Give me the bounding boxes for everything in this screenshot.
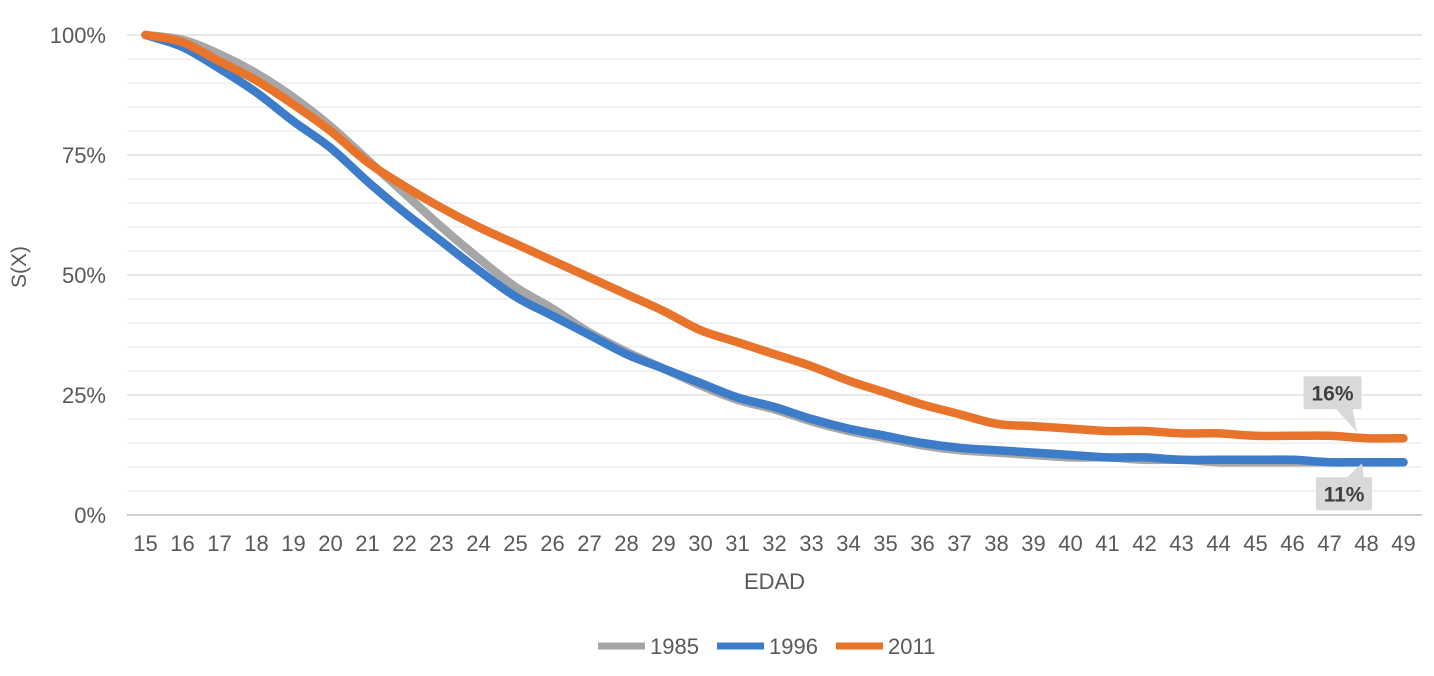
y-tick-label: 75% [62, 143, 106, 168]
x-tick-label: 43 [1169, 531, 1193, 556]
x-tick-label: 42 [1132, 531, 1156, 556]
x-tick-label: 34 [836, 531, 860, 556]
x-tick-label: 22 [392, 531, 416, 556]
callout-box [1316, 477, 1372, 511]
legend-label: 2011 [888, 634, 935, 659]
x-axis-tick-labels: 15 16 17 18 19 20 21 22 23 24 25 26 27 28 29 30 31 32 33 34… [133, 531, 1415, 556]
x-axis-title: EDAD [744, 569, 805, 594]
x-tick-label: 31 [725, 531, 749, 556]
x-tick-label: 17 [207, 531, 231, 556]
x-tick-label: 16 [170, 531, 194, 556]
x-tick-label: 24 [466, 531, 490, 556]
x-tick-label: 47 [1317, 531, 1341, 556]
x-tick-label: 33 [799, 531, 823, 556]
series-line-1996 [141, 30, 1408, 467]
x-tick-label: 18 [244, 531, 268, 556]
series-line-2011 [141, 30, 1408, 443]
legend: 1985 1996 2011 [598, 634, 935, 659]
y-tick-label: 0% [74, 503, 106, 528]
series-lines [141, 30, 1408, 467]
x-tick-label: 45 [1243, 531, 1267, 556]
x-tick-label: 48 [1354, 531, 1378, 556]
callout-box [1303, 376, 1362, 410]
legend-item-2011: 2011 [836, 634, 935, 659]
x-tick-label: 21 [355, 531, 379, 556]
legend-label: 1996 [769, 634, 818, 659]
x-tick-label: 29 [651, 531, 675, 556]
y-tick-label: 100% [50, 23, 106, 48]
callout-label: 16% [1311, 383, 1353, 406]
data-label-callout: 11% [1316, 463, 1372, 511]
callout-pointer [1346, 463, 1364, 479]
x-tick-label: 27 [577, 531, 601, 556]
callout-label: 11% [1324, 484, 1365, 507]
x-tick-label: 49 [1391, 531, 1415, 556]
y-tick-label: 25% [62, 383, 106, 408]
legend-item-1985: 1985 [598, 634, 699, 659]
legend-label: 1985 [650, 634, 699, 659]
x-tick-label: 39 [1021, 531, 1045, 556]
x-tick-label: 46 [1280, 531, 1304, 556]
x-tick-label: 19 [281, 531, 305, 556]
data-label-callout: 16% [1303, 376, 1362, 433]
x-tick-label: 44 [1206, 531, 1230, 556]
y-axis-tick-labels: 0% 25% 50% 75% 100% [50, 23, 106, 528]
x-tick-label: 25 [503, 531, 527, 556]
x-tick-label: 41 [1095, 531, 1119, 556]
y-axis-title: S(X) [8, 246, 31, 288]
y-tick-label: 50% [62, 263, 106, 288]
x-tick-label: 37 [947, 531, 971, 556]
x-tick-label: 30 [688, 531, 712, 556]
x-tick-label: 36 [910, 531, 934, 556]
x-tick-label: 32 [762, 531, 786, 556]
x-tick-label: 20 [318, 531, 342, 556]
x-tick-label: 40 [1058, 531, 1082, 556]
x-tick-label: 15 [133, 531, 157, 556]
callout-pointer [1335, 408, 1357, 433]
x-tick-label: 23 [429, 531, 453, 556]
x-tick-label: 26 [540, 531, 564, 556]
x-tick-label: 35 [873, 531, 897, 556]
legend-item-1996: 1996 [717, 634, 818, 659]
x-tick-label: 28 [614, 531, 638, 556]
x-tick-label: 38 [984, 531, 1008, 556]
gridlines [127, 34, 1422, 492]
